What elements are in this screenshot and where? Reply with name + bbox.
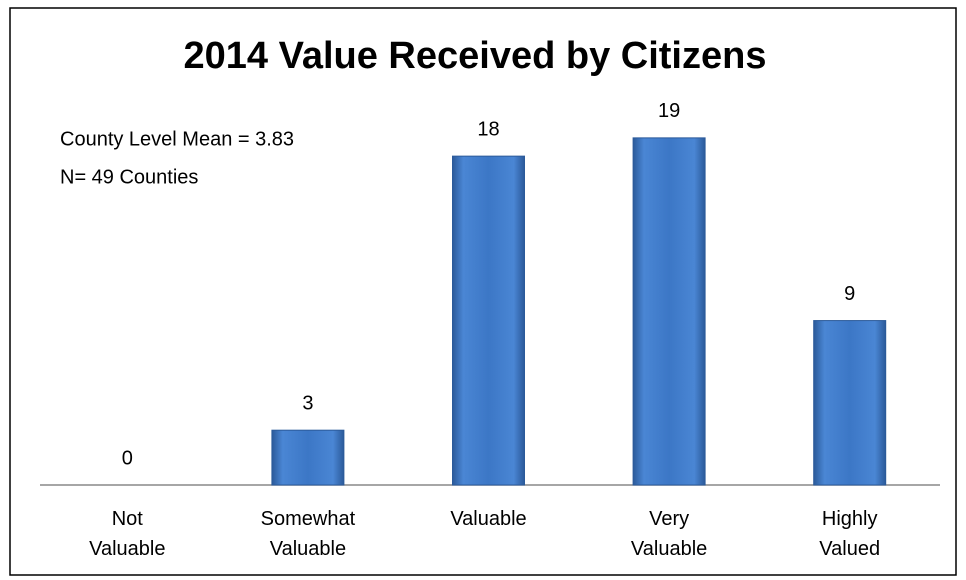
annotation: County Level Mean = 3.83 xyxy=(60,128,294,150)
bar xyxy=(452,155,525,486)
data-label: 19 xyxy=(658,100,680,122)
bar xyxy=(271,429,345,486)
chart-title: 2014 Value Received by Citizens xyxy=(184,35,767,77)
bar xyxy=(632,137,706,486)
bar xyxy=(813,320,887,486)
x-tick-label: Highly Valued xyxy=(819,508,880,560)
annotation: N= 49 Counties xyxy=(60,166,198,188)
data-label: 18 xyxy=(477,118,499,140)
x-tick-label: Very Valuable xyxy=(631,508,707,560)
x-tick-label: Not Valuable xyxy=(89,508,165,560)
data-label: 3 xyxy=(302,392,313,414)
data-label: 0 xyxy=(122,447,133,469)
data-label: 9 xyxy=(844,283,855,305)
x-tick-label: Somewhat Valuable xyxy=(261,508,356,560)
x-tick-label: Valuable xyxy=(450,508,526,530)
